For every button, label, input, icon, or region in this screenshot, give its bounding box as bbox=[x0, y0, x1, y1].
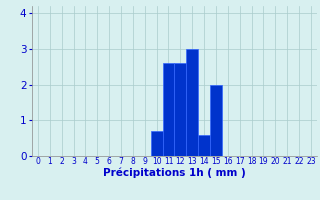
Bar bbox=[198, 135, 210, 156]
Bar bbox=[210, 85, 222, 156]
Bar bbox=[163, 63, 174, 156]
Bar bbox=[174, 63, 186, 156]
X-axis label: Précipitations 1h ( mm ): Précipitations 1h ( mm ) bbox=[103, 168, 246, 178]
Bar bbox=[151, 131, 163, 156]
Bar bbox=[186, 49, 198, 156]
